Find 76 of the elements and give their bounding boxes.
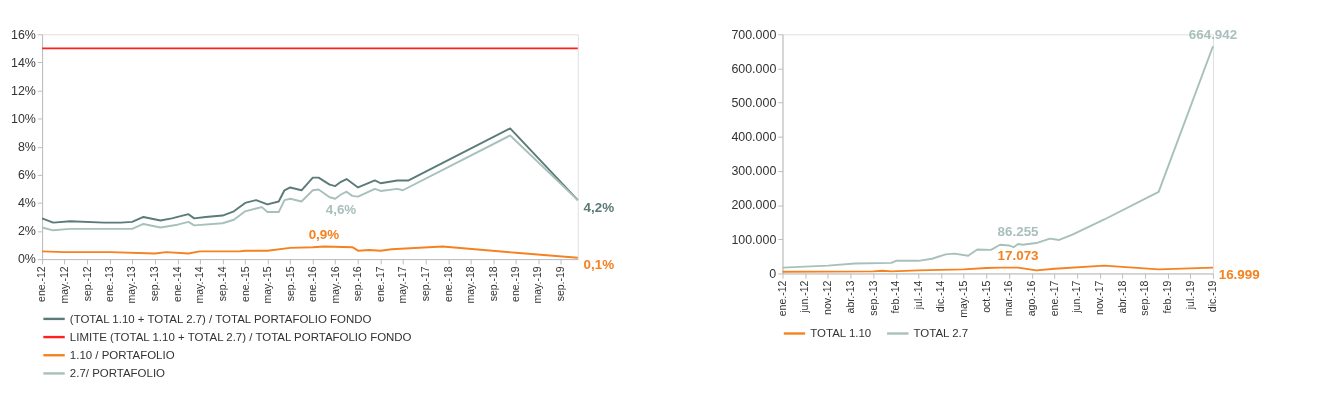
x-tick-label: may.-12 bbox=[57, 266, 70, 304]
x-tick-label: abr.-13 bbox=[843, 280, 856, 314]
y-tick-label: 14% bbox=[11, 55, 36, 70]
x-tick-label: jun.-17 bbox=[1070, 280, 1083, 314]
y-tick-label: 2% bbox=[17, 224, 36, 239]
y-tick-label: 16% bbox=[11, 27, 36, 42]
x-tick-label: ene.-12 bbox=[775, 280, 788, 317]
line-series bbox=[781, 45, 1214, 269]
data-label: 17.073 bbox=[997, 247, 1039, 263]
y-tick-label: 8% bbox=[17, 140, 36, 155]
y-tick-label: 500.000 bbox=[731, 95, 777, 110]
x-tick-label: sep.-13 bbox=[866, 280, 879, 316]
x-tick-label: sep.-16 bbox=[351, 266, 364, 302]
x-tick-label: may.-15 bbox=[260, 266, 273, 304]
x-tick-label: ene.-19 bbox=[509, 266, 522, 302]
y-tick-label: 10% bbox=[11, 111, 36, 126]
x-tick-label: jun.-12 bbox=[798, 280, 811, 314]
x-tick-label: jul.-14 bbox=[911, 280, 924, 311]
y-tick-label: 100.000 bbox=[731, 232, 777, 247]
x-tick-label: ene.-17 bbox=[1047, 280, 1060, 317]
x-tick-label: sep.-14 bbox=[215, 266, 228, 302]
legend-label: 2.7/ PORTAFOLIO bbox=[69, 367, 166, 380]
x-tick-label: feb.-19 bbox=[1161, 280, 1174, 314]
legend-label: LIMITE (TOTAL 1.10 + TOTAL 2.7) / TOTAL PORTAFOLIO FONDO bbox=[69, 330, 412, 343]
x-tick-label: sep.-12 bbox=[80, 266, 93, 302]
x-tick-label: sep.-18 bbox=[1138, 280, 1151, 316]
x-tick-label: may.-13 bbox=[125, 266, 138, 304]
y-tick-label: 200.000 bbox=[731, 198, 777, 213]
data-label: 4,2% bbox=[583, 199, 615, 215]
x-tick-label: sep.-19 bbox=[554, 266, 567, 302]
y-tick-label: 700.000 bbox=[731, 27, 777, 42]
x-tick-label: ene.-17 bbox=[373, 266, 386, 302]
x-tick-label: ene.-15 bbox=[238, 266, 251, 302]
x-tick-label: dic.-19 bbox=[1206, 280, 1219, 313]
x-tick-label: mar.-16 bbox=[1002, 280, 1015, 317]
x-tick-label: may.-17 bbox=[396, 266, 409, 304]
y-tick-label: 400.000 bbox=[731, 130, 777, 145]
x-tick-label: may.-19 bbox=[531, 266, 544, 304]
x-tick-label: ene.-12 bbox=[35, 266, 48, 302]
x-tick-label: may.-15 bbox=[956, 280, 969, 318]
x-tick-label: jul.-19 bbox=[1183, 280, 1196, 311]
x-tick-label: dic.-14 bbox=[934, 280, 947, 313]
y-tick-label: 600.000 bbox=[731, 61, 777, 76]
x-tick-label: abr.-18 bbox=[1115, 280, 1128, 314]
x-tick-label: sep.-13 bbox=[148, 266, 161, 302]
x-tick-label: ene.-13 bbox=[103, 266, 116, 302]
data-label: 4,6% bbox=[325, 201, 357, 217]
y-tick-label: 6% bbox=[17, 168, 36, 183]
legend-label: TOTAL 1.10 bbox=[810, 327, 872, 340]
x-tick-label: may.-18 bbox=[463, 266, 476, 304]
x-tick-label: ene.-14 bbox=[170, 266, 183, 302]
x-tick-label: nov.-17 bbox=[1093, 280, 1106, 315]
data-label: 16.999 bbox=[1218, 267, 1260, 283]
data-label: 0,1% bbox=[583, 257, 615, 273]
x-tick-label: feb.-14 bbox=[889, 280, 902, 314]
x-tick-label: may.-16 bbox=[328, 266, 341, 304]
data-label: 0,9% bbox=[308, 226, 340, 242]
y-tick-label: 300.000 bbox=[731, 164, 777, 179]
legend-label: (TOTAL 1.10 + TOTAL 2.7) / TOTAL PORTAFOLIO FONDO bbox=[69, 312, 372, 325]
y-tick-label: 12% bbox=[11, 83, 36, 98]
x-tick-label: nov.-12 bbox=[821, 280, 834, 315]
data-label: 86.255 bbox=[997, 224, 1040, 240]
y-tick-label: 0 bbox=[769, 266, 777, 281]
x-tick-label: sep.-17 bbox=[419, 266, 432, 302]
legend-label: TOTAL 2.7 bbox=[913, 327, 969, 340]
x-tick-label: ene.-18 bbox=[441, 266, 454, 302]
x-tick-label: oct.-15 bbox=[979, 280, 992, 313]
x-tick-label: sep.-18 bbox=[486, 266, 499, 302]
data-label: 664.942 bbox=[1188, 26, 1238, 42]
y-tick-label: 0% bbox=[17, 252, 36, 267]
x-tick-label: ago.-16 bbox=[1025, 280, 1038, 317]
legend-label: 1.10 / PORTAFOLIO bbox=[69, 349, 175, 362]
x-tick-label: ene.-16 bbox=[306, 266, 319, 302]
x-tick-label: sep.-15 bbox=[283, 266, 296, 302]
y-tick-label: 4% bbox=[17, 196, 36, 211]
x-tick-label: may.-14 bbox=[193, 266, 206, 304]
